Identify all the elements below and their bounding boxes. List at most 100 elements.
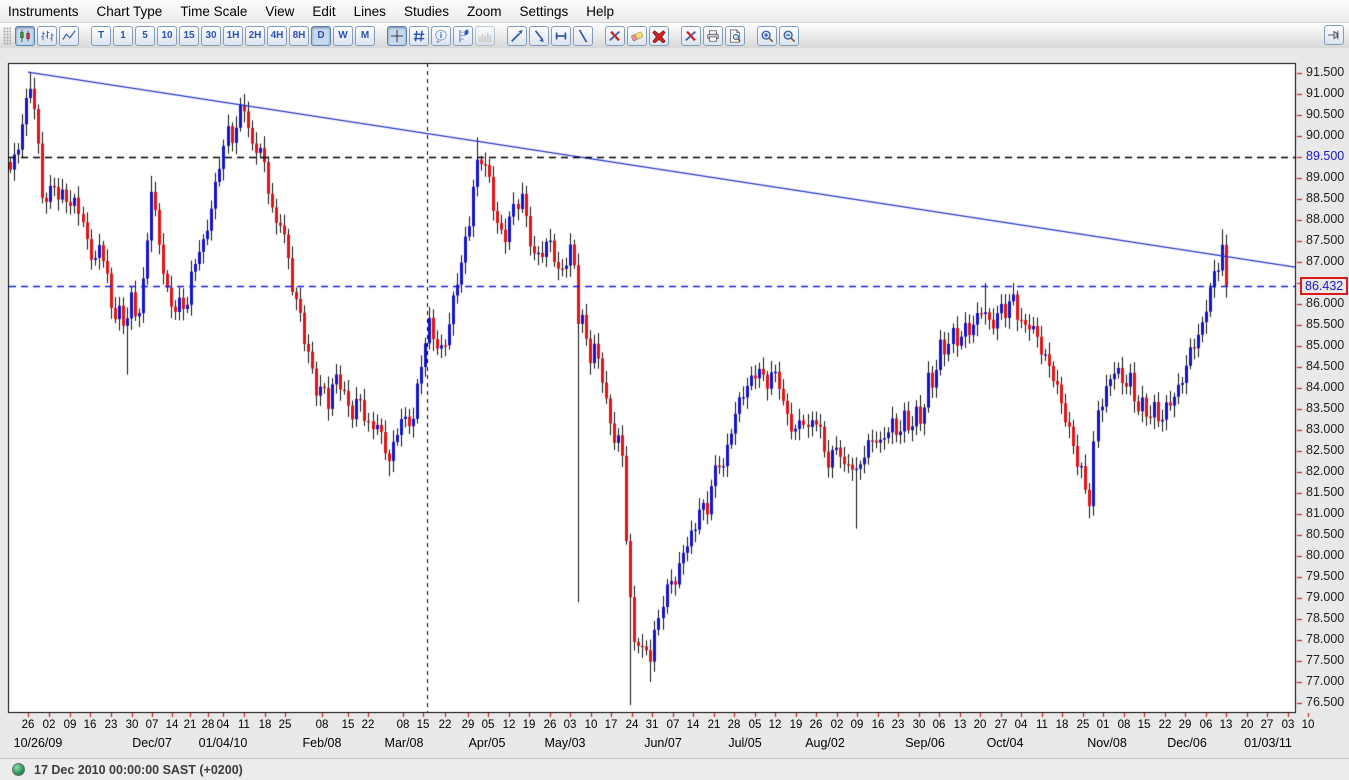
toolbar-drag-handle[interactable] [3,26,11,45]
timescale-5min-button-label: 5 [142,29,148,41]
timescale-30min-button[interactable]: 30 [201,25,221,46]
grid-button[interactable] [409,25,429,46]
draw-vertical-line-button[interactable] [573,25,593,46]
menu-item-settings[interactable]: Settings [519,3,569,19]
x-axis-month-label: Jun/07 [644,736,682,750]
timescale-weekly-button[interactable]: W [333,25,353,46]
timescale-tick-button-label: T [97,29,105,41]
timescale-8h-button[interactable]: 8H [289,25,309,46]
draw-downtrend-line-button[interactable] [529,25,549,46]
menu-item-zoom[interactable]: Zoom [466,3,502,19]
timescale-8h-button-label: 8H [292,29,306,41]
y-axis-label: 80.000 [1306,548,1345,562]
timescale-group: T 1 5 10 15 30 1H 2H 4H 8H D W M [91,25,377,46]
x-axis-day-label: 28 [727,719,741,731]
toggle-lines-button[interactable] [681,25,701,46]
timescale-10min-button[interactable]: 10 [157,25,177,46]
crosshair-button[interactable] [387,25,407,46]
y-axis-label: 91.000 [1306,86,1345,100]
draw-trendline-button[interactable] [507,25,527,46]
x-axis-month-label: Dec/06 [1167,736,1207,750]
x-axis-day-label: 03 [563,719,577,731]
timescale-4h-button[interactable]: 4H [267,25,287,46]
menu-item-instruments[interactable]: Instruments [8,3,79,19]
line-chart-button[interactable] [59,25,79,46]
x-axis-day-label: 05 [748,719,762,731]
delete-all-lines-button[interactable] [649,25,669,46]
x-axis-month-label: Oct/04 [986,736,1024,750]
x-axis-day-label: 15 [1137,719,1151,731]
y-axis-label: 85.000 [1306,338,1345,352]
x-axis-day-label: 12 [502,719,516,731]
x-axis-day-label: 15 [341,719,355,731]
menu-item-time-scale[interactable]: Time Scale [180,3,248,19]
print-button[interactable] [703,25,723,46]
timescale-15min-button[interactable]: 15 [179,25,199,46]
delete-line-button[interactable] [605,25,625,46]
chart-type-group [15,25,81,46]
pin-icon [1327,30,1339,40]
x-axis-day-label: 06 [1199,719,1213,731]
y-axis-label: 89.500 [1306,149,1345,163]
y-axis-label: 78.500 [1306,611,1345,625]
x-axis-month-label: 10/26/09 [13,736,63,750]
candlestick-chart-button[interactable] [15,25,35,46]
delete-tools-group [605,25,671,46]
timescale-2h-button[interactable]: 2H [245,25,265,46]
timescale-1min-button[interactable]: 1 [113,25,133,46]
x-axis-day-label: 01 [1096,719,1110,731]
menu-item-lines[interactable]: Lines [353,3,386,19]
x-axis-day-label: 10 [584,719,598,731]
timescale-monthly-button[interactable]: M [355,25,375,46]
x-axis-day-label: 25 [278,719,292,731]
chart-plot-area[interactable] [0,48,1349,718]
timescale-1h-button[interactable]: 1H [223,25,243,46]
y-axis-label: 90.000 [1306,128,1345,142]
x-axis-day-label: 23 [104,719,118,731]
y-axis-label: 81.500 [1306,485,1345,499]
x-axis-day-label: 06 [932,719,946,731]
y-axis-label: 88.000 [1306,212,1345,226]
x-axis-day-label: 07 [666,719,680,731]
menu-item-edit[interactable]: Edit [312,3,336,19]
menu-item-studies[interactable]: Studies [403,3,449,19]
x-axis-day-label: 22 [438,719,452,731]
draw-horizontal-line-button[interactable] [551,25,571,46]
timescale-daily-button-label: D [317,29,325,41]
x-axis-day-label: 04 [216,719,230,731]
pin-toolbar-button[interactable] [1324,25,1344,45]
menu-item-chart-type[interactable]: Chart Type [96,3,163,19]
zoom-in-button[interactable] [757,25,777,46]
ohlc-bar-chart-button[interactable] [37,25,57,46]
info-bubble-button[interactable]: i [431,25,451,46]
x-axis-month-label: Mar/08 [384,736,424,750]
candlestick-icon [20,29,30,42]
delete-line-icon [685,30,696,41]
x-axis-day-label: 10 [1301,719,1315,731]
menu-item-view[interactable]: View [265,3,295,19]
y-axis-label: 88.500 [1306,191,1345,205]
y-axis-label: 84.000 [1306,380,1345,394]
volume-icon [478,32,492,42]
zoom-out-button[interactable] [779,25,799,46]
eraser-button[interactable] [627,25,647,46]
y-axis-label: 77.000 [1306,674,1345,688]
x-axis-day-label: 19 [789,719,803,731]
print-preview-button[interactable] [725,25,745,46]
status-bar: 17 Dec 2010 00:00:00 SAST (+0200) [0,758,1349,780]
trendline-icon [511,29,523,42]
output-group [681,25,747,46]
x-axis-month-label: Dec/07 [132,736,172,750]
diagline-icon [578,28,588,43]
timescale-tick-button[interactable]: T [91,25,111,46]
x-axis-day-label: 09 [63,719,77,731]
timescale-daily-button[interactable]: D [311,25,331,46]
menu-item-help[interactable]: Help [586,3,615,19]
x-axis-month-label: Apr/05 [468,736,506,750]
timescale-2h-button-label: 2H [248,29,262,41]
timescale-5min-button[interactable]: 5 [135,25,155,46]
price-markers-button[interactable]: # [453,25,473,46]
y-axis-label: 84.500 [1306,359,1345,373]
x-axis-day-label: 21 [707,719,721,731]
